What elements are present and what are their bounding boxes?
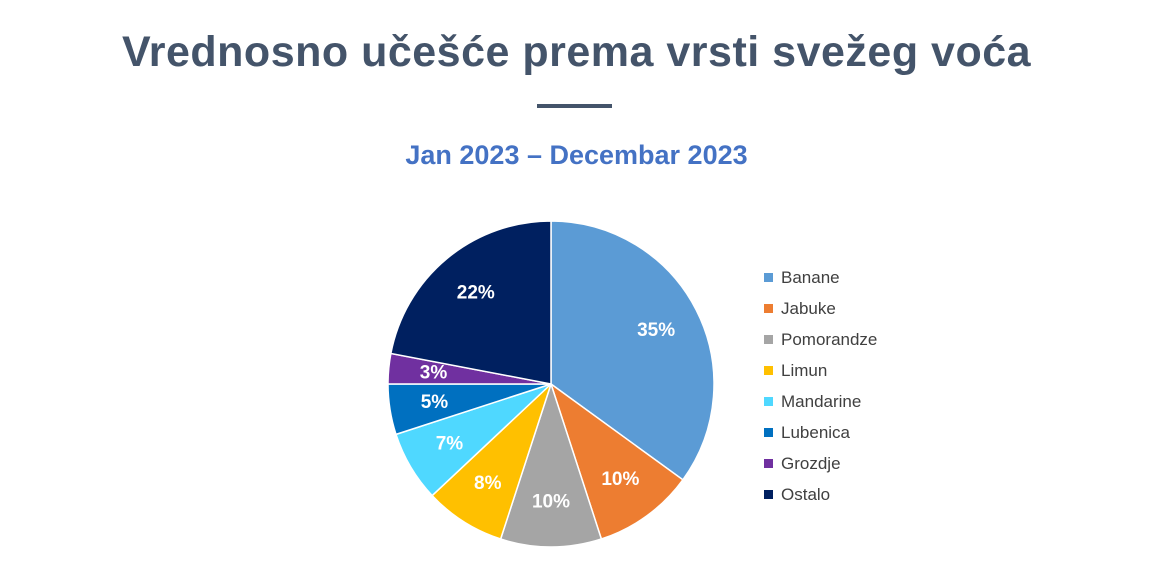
legend-item-lubenica: Lubenica (764, 417, 877, 448)
pie-slice-pomorandze (499, 381, 603, 548)
legend-item-grozdje: Grozdje (764, 448, 877, 479)
legend-swatch (764, 397, 773, 406)
legend-item-jabuke: Jabuke (764, 293, 877, 324)
title-divider (537, 104, 612, 108)
data-label-banane: 35% (637, 320, 675, 341)
legend-label: Limun (781, 360, 828, 380)
legend-item-limun: Limun (764, 355, 877, 386)
legend-label: Ostalo (781, 484, 831, 504)
legend-swatch (764, 304, 773, 313)
pie-slice-jabuke (549, 382, 684, 540)
legend-swatch (764, 335, 773, 344)
chart-title: Vrednosno učešće prema vrsti svežeg voća (121, 28, 1032, 76)
legend-swatch (764, 273, 773, 282)
data-label-mandarine: 7% (436, 434, 464, 455)
legend-label: Jabuke (781, 298, 836, 318)
legend-label: Banane (781, 267, 840, 287)
chart-legend: Banane Jabuke Pomorandze Limun Mandarine Lube… (764, 262, 877, 510)
legend-item-pomorandze: Pomorandze (764, 324, 877, 355)
data-label-grozdje: 3% (420, 362, 448, 383)
data-label-limun: 8% (474, 473, 502, 494)
pie-slice-ostalo (390, 220, 552, 385)
data-label-pomorandze: 10% (532, 492, 570, 513)
legend-label: Pomorandze (781, 329, 878, 349)
legend-item-mandarine: Mandarine (764, 386, 877, 417)
data-label-lubenica: 5% (421, 392, 449, 413)
chart-subtitle: Jan 2023 – Decembar 2023 (405, 140, 748, 170)
legend-swatch (764, 490, 773, 499)
data-label-ostalo: 22% (457, 283, 495, 304)
legend-label: Mandarine (781, 391, 862, 411)
legend-swatch (764, 428, 773, 437)
legend-swatch (764, 459, 773, 468)
legend-item-banane: Banane (764, 262, 877, 293)
legend-swatch (764, 366, 773, 375)
legend-label: Lubenica (781, 422, 851, 442)
pie-slice-banane (550, 220, 715, 481)
legend-item-ostalo: Ostalo (764, 479, 877, 510)
legend-label: Grozdje (781, 453, 841, 473)
data-label-jabuke: 10% (601, 469, 639, 490)
